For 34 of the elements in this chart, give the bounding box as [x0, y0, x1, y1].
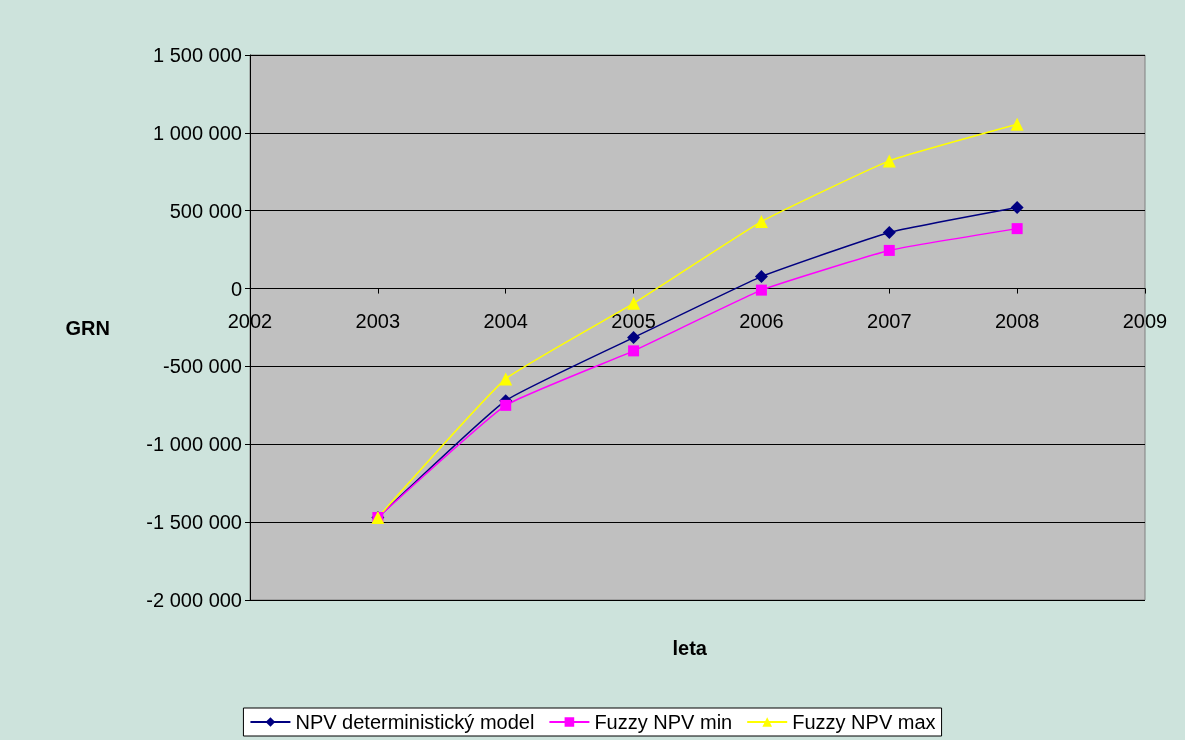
y-tick-label: 500 000 [169, 199, 242, 222]
point [500, 399, 512, 411]
point [882, 154, 896, 168]
point [1010, 117, 1024, 131]
point [882, 226, 896, 240]
point [754, 215, 768, 229]
point [627, 296, 641, 310]
x-tick-label: 2009 [1122, 309, 1168, 332]
y-tick-label: 0 [230, 277, 242, 300]
x-tick-label: 2006 [739, 309, 784, 332]
x-tick-label: 2007 [867, 309, 912, 332]
y-tick-label: -1 500 000 [146, 511, 242, 534]
point [755, 284, 767, 296]
legend-label: NPV deterministický model [295, 711, 535, 733]
y-tick-label: -500 000 [163, 355, 242, 378]
legend-label: Fuzzy NPV min [594, 711, 733, 733]
x-tick-label: 2003 [355, 309, 401, 332]
point [628, 345, 640, 357]
point [499, 372, 513, 386]
x-tick-label: 2004 [483, 309, 528, 332]
y-axis-title: GRN [65, 316, 110, 339]
point [883, 244, 895, 256]
y-tick-label: -1 000 000 [146, 433, 242, 456]
y-tick-label: 1 500 000 [153, 44, 242, 66]
x-axis-title: leta [672, 637, 708, 659]
point [627, 331, 641, 345]
legend-label: Fuzzy NPV max [792, 711, 936, 733]
point [1011, 223, 1023, 235]
point [1010, 201, 1024, 215]
y-tick-label: -2 000 000 [146, 589, 242, 611]
point [754, 270, 768, 284]
y-tick-label: 1 000 000 [153, 121, 242, 144]
x-tick-label: 2005 [611, 309, 656, 332]
x-tick-label: 2008 [994, 309, 1040, 332]
